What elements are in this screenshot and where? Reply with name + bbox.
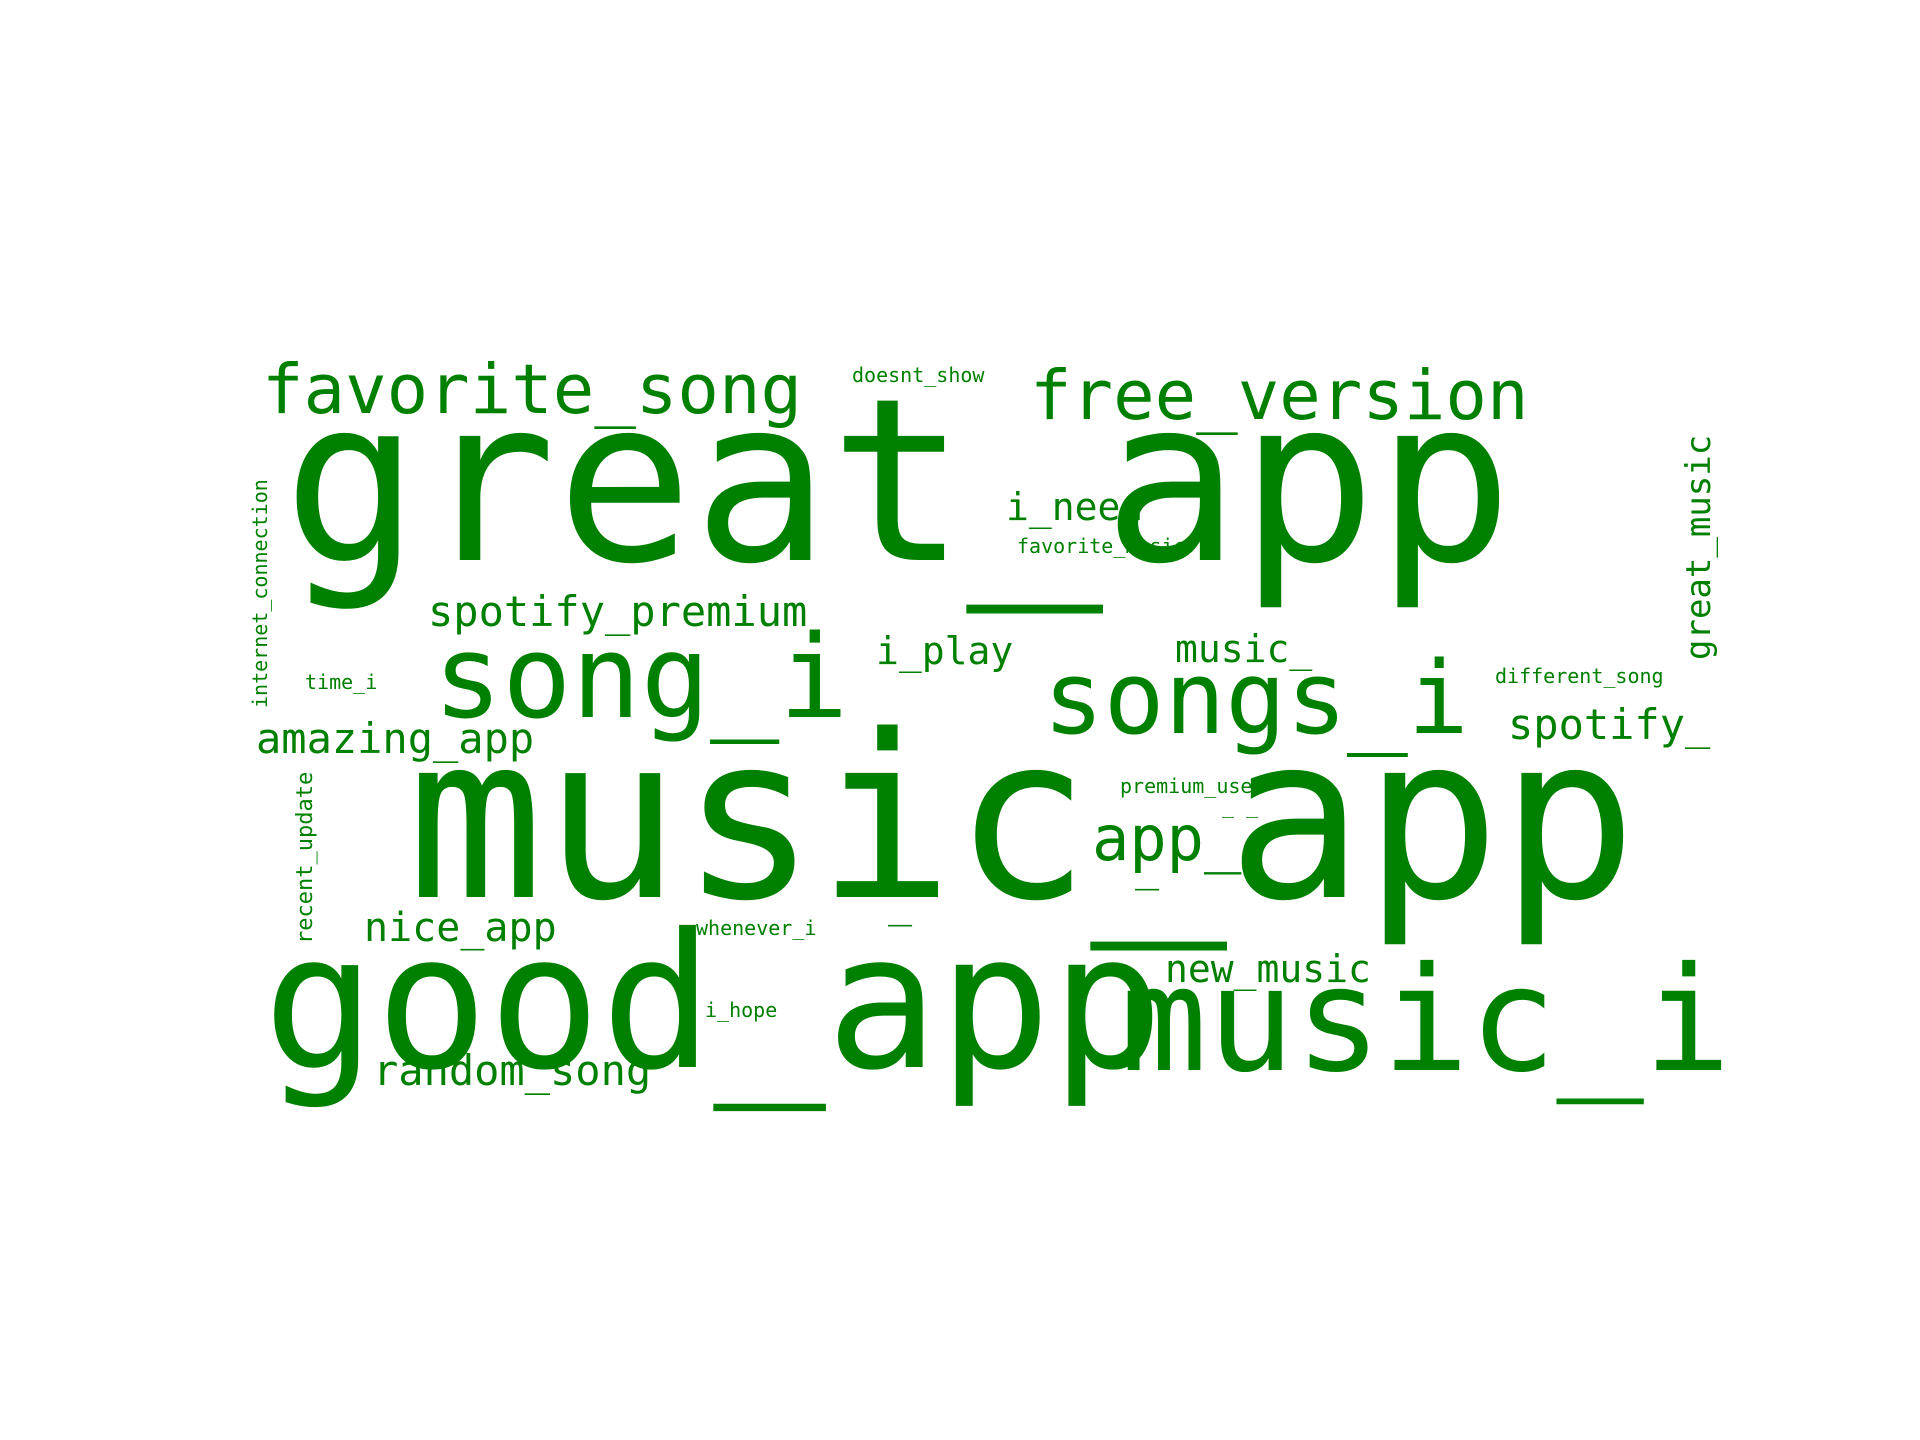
word: new_music [1165,947,1371,991]
word: random_song [373,1046,652,1095]
word: _ _ [1222,794,1259,818]
word: song_i [433,611,849,745]
word: music_i [1120,936,1732,1105]
word: favorite_song [262,350,803,430]
word: time_i [305,670,378,694]
word: spotify_ [1508,700,1711,749]
word: great_app [283,349,1513,614]
word: doesnt_show [852,363,985,387]
word: recent_update [293,771,318,944]
word: music_app [407,686,1637,951]
word: nice_app [364,905,557,951]
word: _ [1135,845,1160,891]
word: spotify_premium [428,587,808,636]
word: i_play [876,629,1014,673]
word: i_hope [705,998,778,1022]
word: app_ [1092,802,1242,875]
word: amazing_app [256,714,535,763]
word: good_app [263,894,1164,1112]
word: free_version [1030,356,1529,436]
word: premium_user [1120,774,1265,798]
word: great_music [1679,434,1719,660]
word: i_need [1006,485,1144,529]
word: whenever_i [696,916,817,940]
word: music_ [1175,627,1313,671]
word: _ [888,881,913,927]
word: different_song [1495,664,1664,688]
word: internet_connection [248,479,272,708]
word: songs_i [1043,639,1469,757]
word: favorite_music [1017,534,1186,558]
